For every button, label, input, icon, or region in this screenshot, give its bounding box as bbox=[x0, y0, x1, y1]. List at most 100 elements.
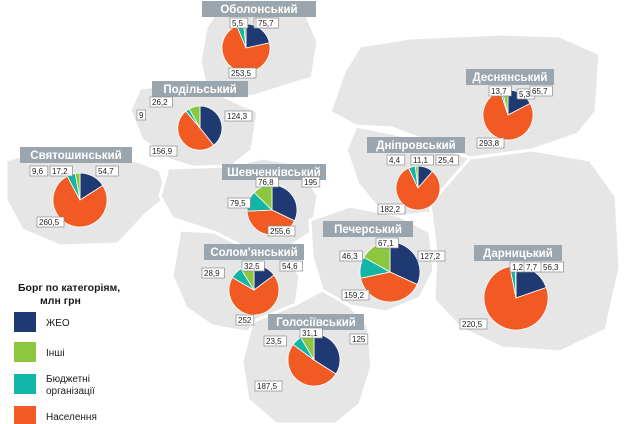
pie-slice-naselennia bbox=[52, 175, 108, 228]
legend-label-zheo: ЖЕО bbox=[46, 318, 70, 329]
district-label: Дніпровський bbox=[376, 140, 455, 152]
value-label-zheo: 125 bbox=[352, 335, 366, 344]
value-label-zheo: 54,6 bbox=[282, 262, 298, 271]
value-label-budget: 5,3 bbox=[519, 90, 531, 99]
district-group: Подільський 26,2 9 124,3 156,9 bbox=[136, 81, 253, 157]
value-label-box bbox=[224, 110, 253, 122]
value-label-box bbox=[201, 267, 225, 279]
value-label-box bbox=[435, 154, 459, 166]
district-label-box bbox=[323, 221, 413, 237]
value-label-box bbox=[459, 318, 488, 330]
legend-swatch-naselennia bbox=[14, 406, 36, 424]
district-label: Солом'янський bbox=[210, 247, 297, 259]
value-label-box bbox=[375, 237, 399, 249]
district-group: Голосіївський 23,5 31,1 125 187,5 bbox=[254, 314, 369, 392]
value-label-inshi: 4,4 bbox=[389, 156, 401, 165]
pie-slice-naselennia bbox=[287, 343, 337, 387]
district-group: Дніпровський 4,4 11,1 25,4 182,2 bbox=[367, 137, 465, 215]
district-label: Святошинський bbox=[30, 150, 121, 162]
value-label-box bbox=[279, 260, 303, 272]
value-label-box bbox=[29, 165, 49, 177]
district-label: Деснянський bbox=[473, 72, 548, 84]
value-label-box bbox=[299, 327, 323, 339]
value-label-box bbox=[255, 17, 279, 29]
value-label-box bbox=[254, 380, 283, 392]
value-label-box bbox=[227, 197, 251, 209]
value-label-budget: 11,1 bbox=[413, 156, 429, 165]
value-label-box bbox=[228, 67, 257, 79]
value-label-box bbox=[235, 314, 255, 326]
value-label-box bbox=[149, 145, 178, 157]
legend-swatch-budget bbox=[14, 374, 36, 394]
legend-label-budget: Бюджетні bbox=[46, 374, 90, 385]
legend-label-budget: організації bbox=[46, 386, 95, 397]
legend-label-naselennia: Населення bbox=[46, 412, 97, 423]
legend: Борг по категоріям, млн грн ЖЕО Інші Бюдже… bbox=[14, 282, 120, 424]
value-label-box bbox=[540, 261, 564, 273]
district-label: Шевченківський bbox=[227, 167, 321, 179]
district-label: Печерський bbox=[334, 224, 402, 236]
value-label-naselennia: 182,2 bbox=[380, 205, 401, 214]
value-label-naselennia: 220,5 bbox=[462, 320, 483, 329]
district-pie-charts: Оболонський16,575,75,5253,5Деснянський13… bbox=[20, 1, 564, 392]
value-label-zheo: 195 bbox=[304, 178, 318, 187]
value-label-box bbox=[476, 137, 505, 149]
pie-slice-naselennia bbox=[395, 167, 441, 211]
value-label-box bbox=[417, 250, 446, 262]
value-label-inshi: 32,5 bbox=[244, 262, 260, 271]
value-label-naselennia: 293,8 bbox=[479, 139, 500, 148]
value-label-naselennia: 255,6 bbox=[270, 227, 291, 236]
value-label-zheo: 124,3 bbox=[227, 112, 248, 121]
value-label-naselennia: 156,9 bbox=[152, 147, 173, 156]
value-label-inshi: 31,1 bbox=[302, 329, 318, 338]
value-label-inshi: 5,5 bbox=[232, 19, 244, 28]
value-label-box bbox=[377, 203, 406, 215]
value-label-zheo: 127,2 bbox=[420, 252, 441, 261]
value-label-budget: 17,2 bbox=[52, 167, 68, 176]
legend-title-line1: Борг по категоріям, bbox=[18, 282, 120, 294]
pie-slice-zheo bbox=[199, 105, 223, 146]
legend-swatch-zheo bbox=[14, 312, 36, 332]
value-label-zheo: 75,7 bbox=[258, 19, 274, 28]
district-label-box bbox=[202, 1, 316, 17]
district-label-box bbox=[466, 69, 554, 85]
value-label-box bbox=[386, 154, 406, 166]
value-label-box bbox=[488, 85, 512, 97]
value-label-box bbox=[301, 176, 321, 188]
value-label-inshi: 1,2 bbox=[512, 263, 524, 272]
district-group: Дарницький 1,2 7,7 56,3 220,5 bbox=[459, 245, 564, 331]
district-label-box bbox=[152, 81, 248, 97]
value-label-naselennia: 159,2 bbox=[344, 291, 365, 300]
value-label-zheo: 25,4 bbox=[438, 156, 454, 165]
value-label-budget: 23,5 bbox=[266, 337, 282, 346]
district-label: Оболонський bbox=[220, 4, 297, 16]
pie-slice-inshi bbox=[414, 165, 419, 189]
value-label-box bbox=[529, 85, 553, 97]
value-label-box bbox=[229, 17, 249, 29]
value-label-box bbox=[255, 176, 279, 188]
value-label-box bbox=[267, 225, 296, 237]
district-label-box bbox=[222, 164, 326, 180]
value-label-zheo: 56,3 bbox=[543, 263, 559, 272]
value-label-budget: 46,3 bbox=[342, 252, 358, 261]
district-label: Дарницький bbox=[483, 248, 553, 260]
value-label-zheo: 54,7 bbox=[98, 167, 114, 176]
district-group: Деснянський 13,7 5,3 65,7 293,8 bbox=[466, 69, 554, 149]
value-label-inshi: 9,6 bbox=[32, 167, 44, 176]
value-label-box bbox=[410, 154, 434, 166]
district-group: Печерський 67,1 46,3 127,2 159,2 bbox=[323, 221, 446, 303]
pie-slice-naselennia bbox=[483, 266, 549, 331]
value-label-naselennia: 260,5 bbox=[39, 218, 60, 227]
district-label-box bbox=[204, 244, 304, 260]
district-group: Солом'янський 28,9 32,5 54,6 252 bbox=[201, 244, 304, 326]
value-label-inshi: 26,2 bbox=[152, 98, 168, 107]
legend-swatch-inshi bbox=[14, 342, 36, 362]
value-label-box bbox=[339, 250, 363, 262]
value-label-box bbox=[263, 335, 287, 347]
legend-label-inshi: Інші bbox=[46, 348, 65, 359]
value-label-box bbox=[349, 333, 369, 345]
value-label-inshi: 76,8 bbox=[258, 178, 274, 187]
value-label-inshi: 67,1 bbox=[378, 239, 394, 248]
